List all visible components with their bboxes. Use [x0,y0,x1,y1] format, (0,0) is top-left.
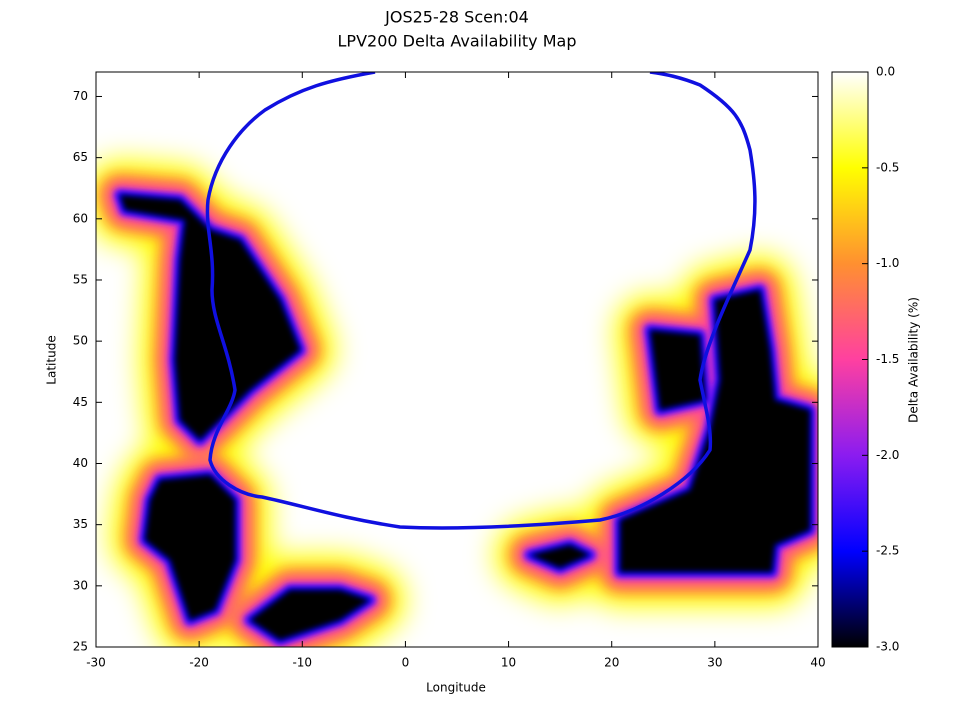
x-tick-label: 20 [604,656,619,670]
x-tick-label: 30 [707,656,722,670]
x-tick-label: 40 [810,656,825,670]
y-tick-label: 55 [73,272,88,286]
x-tick-label: -30 [86,656,106,670]
y-tick-label: 65 [73,150,88,164]
y-tick-label: 70 [73,89,88,103]
y-tick-label: 25 [73,640,88,654]
heat-region [650,330,705,410]
chart-subtitle: LPV200 Delta Availability Map [338,32,577,51]
x-tick-label: -10 [292,656,312,670]
y-axis-label: Latitude [45,335,59,384]
y-tick-label: 35 [73,517,88,531]
colorbar-tick-label: -1.5 [876,352,899,366]
heat-region [250,590,370,640]
colorbar-tick-label: -3.0 [876,640,899,654]
chart-title: JOS25-28 Scen:04 [384,8,529,27]
colorbar-tick-label: -1.0 [876,256,899,270]
colorbar-tick-label: -2.0 [876,448,899,462]
heat-region [145,475,235,620]
y-tick-label: 50 [73,334,88,348]
heat-region [120,195,300,440]
x-tick-label: 10 [501,656,516,670]
plot-frame [95,71,819,648]
x-tick-label: -20 [189,656,209,670]
colorbar-tick-label: 0.0 [876,65,895,79]
heat-region [530,545,590,568]
x-axis-label: Longitude [426,681,486,695]
y-tick-label: 60 [73,211,88,225]
service-area-contour [205,72,757,530]
colorbar-label: Delta Availability (%) [907,297,921,423]
y-tick-label: 45 [73,395,88,409]
colorbar-tick-label: -0.5 [876,160,899,174]
y-tick-label: 40 [73,456,88,470]
y-tick-label: 30 [73,578,88,592]
colorbar-tick-label: -2.5 [876,544,899,558]
heat-region [620,290,810,572]
x-tick-label: 0 [402,656,410,670]
